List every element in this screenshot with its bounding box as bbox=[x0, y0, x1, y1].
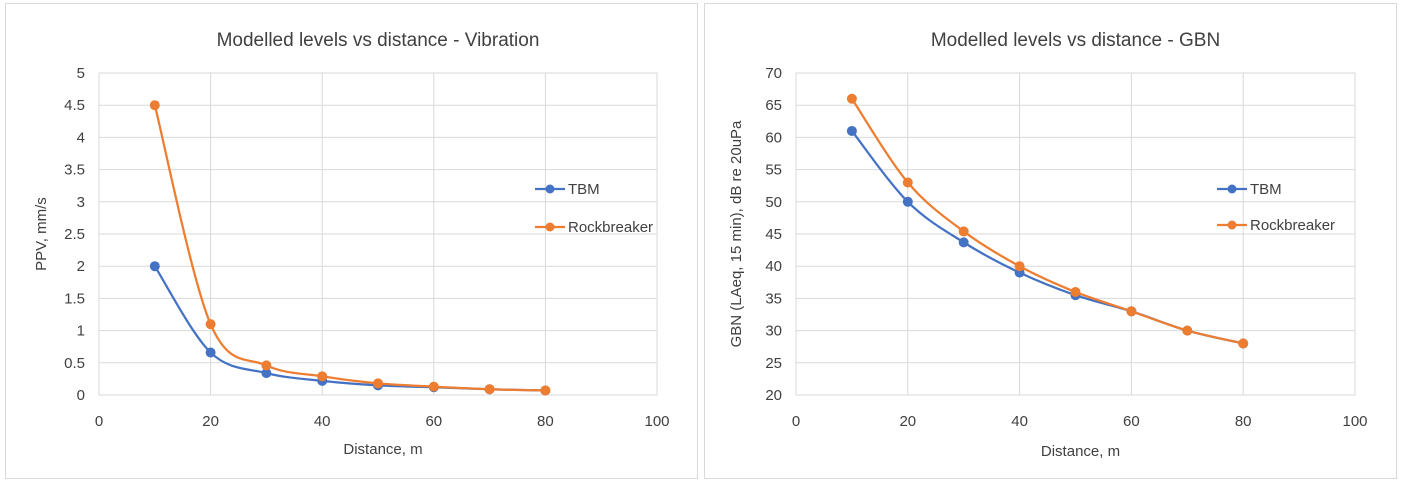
y-tick-label: 20 bbox=[765, 387, 782, 404]
y-axis-label: PPV, mm/s bbox=[33, 197, 50, 271]
x-tick-label: 0 bbox=[95, 413, 103, 430]
data-point bbox=[846, 125, 857, 136]
series-line bbox=[153, 104, 546, 392]
x-tick-label: 60 bbox=[425, 413, 442, 430]
chart-title: Modelled levels vs distance - Vibration bbox=[217, 30, 540, 51]
y-tick-label: 1 bbox=[77, 323, 85, 340]
y-tick-label: 3 bbox=[77, 194, 85, 211]
data-point bbox=[205, 319, 216, 330]
data-point bbox=[317, 371, 328, 382]
x-tick-label: 100 bbox=[1342, 413, 1367, 430]
data-point bbox=[902, 196, 913, 207]
y-tick-label: 70 bbox=[765, 65, 782, 82]
legend-label: TBM bbox=[1250, 181, 1282, 198]
x-tick-label: 40 bbox=[314, 413, 331, 430]
y-tick-label: 4.5 bbox=[64, 97, 85, 114]
legend-label: Rockbreaker bbox=[1250, 217, 1335, 234]
vibration-chart-panel: Modelled levels vs distance - Vibration 0… bbox=[5, 3, 698, 479]
data-point bbox=[261, 360, 272, 371]
y-tick-label: 65 bbox=[765, 97, 782, 114]
data-point bbox=[1070, 286, 1081, 297]
chart-title: Modelled levels vs distance - GBN bbox=[931, 30, 1220, 51]
x-tick-label: 80 bbox=[1235, 413, 1252, 430]
gbn-chart: Modelled levels vs distance - GBN 20 25 30 3… bbox=[728, 30, 1368, 460]
y-tick-label: 25 bbox=[765, 355, 782, 372]
legend-label: Rockbreaker bbox=[568, 219, 653, 236]
y-tick-label: 55 bbox=[765, 162, 782, 179]
x-tick-label: 20 bbox=[899, 413, 916, 430]
series-rockbreaker bbox=[846, 93, 1249, 349]
y-tick-label: 2 bbox=[77, 258, 85, 275]
series-rockbreaker bbox=[149, 100, 551, 396]
data-point bbox=[958, 226, 969, 237]
y-tick-label: 2.5 bbox=[64, 226, 85, 243]
y-axis-label: GBN (LAeq, 15 min), dB re 20uPa bbox=[728, 120, 745, 347]
data-point bbox=[846, 93, 857, 104]
data-point bbox=[1182, 325, 1193, 336]
legend: TBM Rockbreaker bbox=[1217, 181, 1335, 234]
legend-swatch-marker bbox=[545, 184, 555, 194]
y-tick-label: 30 bbox=[765, 323, 782, 340]
legend-swatch-marker bbox=[545, 222, 555, 232]
y-tick-label: 0.5 bbox=[64, 355, 85, 372]
legend: TBM Rockbreaker bbox=[535, 181, 653, 236]
data-point bbox=[1126, 306, 1137, 317]
data-point bbox=[149, 100, 160, 111]
y-tick-label: 0 bbox=[77, 387, 85, 404]
x-tick-label: 40 bbox=[1011, 413, 1028, 430]
y-tick-label: 40 bbox=[765, 258, 782, 275]
y-tick-label: 3.5 bbox=[64, 162, 85, 179]
data-point bbox=[484, 384, 495, 395]
y-tick-label: 45 bbox=[765, 226, 782, 243]
y-tick-label: 5 bbox=[77, 65, 85, 82]
x-tick-label: 80 bbox=[537, 413, 554, 430]
gbn-chart-panel: Modelled levels vs distance - GBN 20 25 30 3… bbox=[704, 3, 1397, 479]
series-line bbox=[851, 130, 1244, 345]
gridlines bbox=[795, 72, 1356, 396]
data-point bbox=[149, 261, 160, 272]
legend-swatch-marker bbox=[1227, 220, 1237, 230]
data-point bbox=[428, 381, 439, 392]
x-tick-label: 20 bbox=[202, 413, 219, 430]
data-point bbox=[902, 177, 913, 188]
y-tick-label: 4 bbox=[77, 129, 85, 146]
y-tick-label: 35 bbox=[765, 290, 782, 307]
x-tick-label: 100 bbox=[644, 413, 669, 430]
y-tick-label: 60 bbox=[765, 129, 782, 146]
data-point bbox=[205, 347, 216, 358]
series-line bbox=[850, 98, 1244, 345]
x-axis-label: Distance, m bbox=[343, 441, 422, 458]
x-tick-label: 0 bbox=[792, 413, 800, 430]
data-point bbox=[540, 385, 551, 396]
data-point bbox=[1014, 261, 1025, 272]
data-point bbox=[958, 237, 969, 248]
x-tick-label: 60 bbox=[1123, 413, 1140, 430]
vibration-chart: Modelled levels vs distance - Vibration 0… bbox=[33, 30, 670, 458]
y-tick-label: 1.5 bbox=[64, 290, 85, 307]
legend-swatch-marker bbox=[1227, 184, 1237, 194]
x-axis-label: Distance, m bbox=[1041, 443, 1120, 460]
y-tick-label: 50 bbox=[765, 194, 782, 211]
data-point bbox=[373, 378, 383, 389]
gridlines bbox=[98, 72, 658, 396]
legend-label: TBM bbox=[568, 181, 600, 198]
data-point bbox=[1238, 338, 1249, 349]
